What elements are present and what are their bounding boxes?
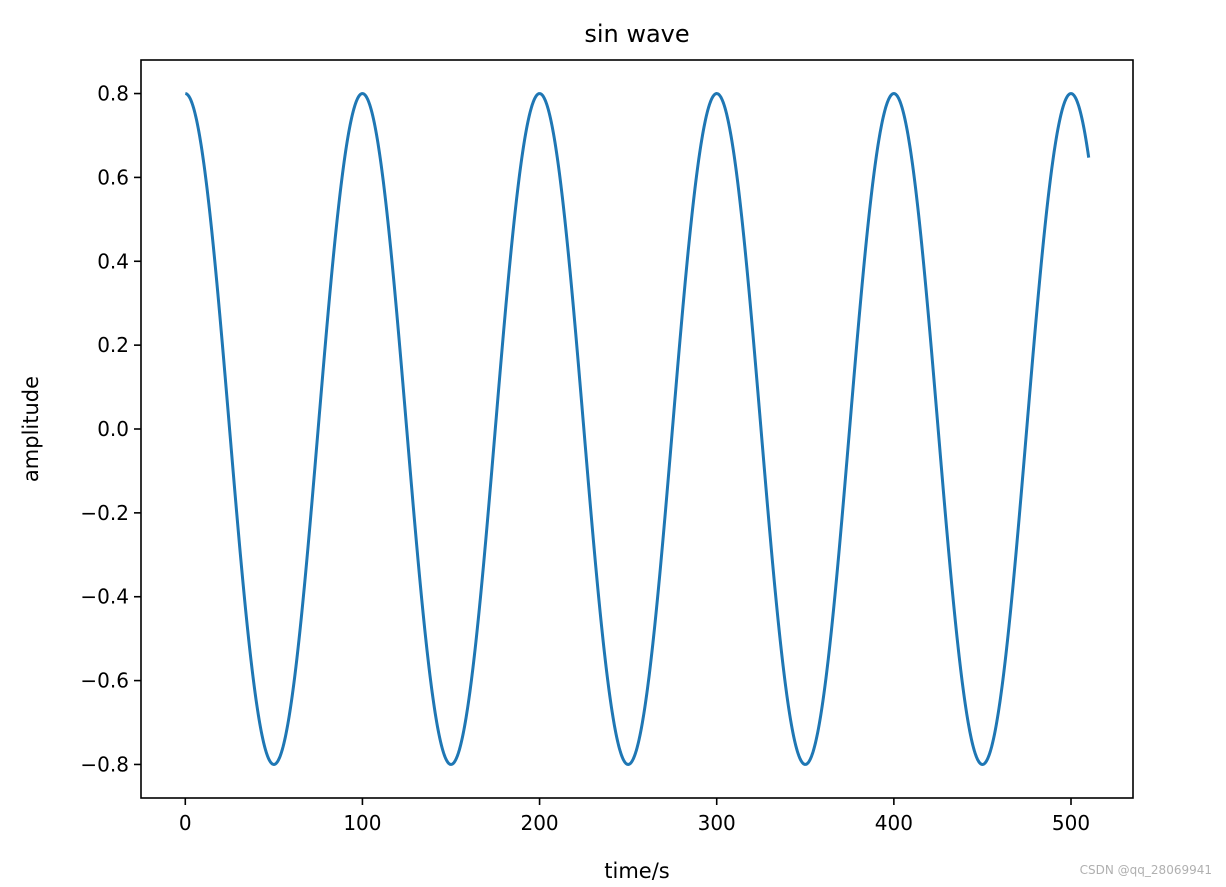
x-axis: 0 100 200 300 400 500 bbox=[179, 798, 1090, 835]
x-axis-label: time/s bbox=[604, 859, 669, 883]
x-tick-label: 500 bbox=[1052, 811, 1090, 835]
x-tick-label: 0 bbox=[179, 811, 192, 835]
watermark: CSDN @qq_28069941 bbox=[1079, 863, 1212, 877]
y-tick-label: −0.8 bbox=[80, 752, 129, 776]
y-tick-label: −0.4 bbox=[80, 585, 129, 609]
y-tick-label: −0.2 bbox=[80, 501, 129, 525]
x-tick-label: 100 bbox=[343, 811, 381, 835]
axes-frame bbox=[140, 59, 1134, 799]
series-line-0 bbox=[184, 92, 1091, 766]
y-axis-label: amplitude bbox=[19, 376, 43, 482]
y-tick-label: −0.6 bbox=[80, 669, 129, 693]
y-tick-label: 0.4 bbox=[97, 249, 129, 273]
y-tick-label: 0.6 bbox=[97, 165, 129, 189]
x-tick-label: 300 bbox=[698, 811, 736, 835]
chart-title: sin wave bbox=[584, 20, 689, 48]
y-tick-label: 0.0 bbox=[97, 417, 129, 441]
y-tick-label: 0.8 bbox=[97, 82, 129, 106]
y-tick-label: 0.2 bbox=[97, 333, 129, 357]
x-tick-label: 200 bbox=[520, 811, 558, 835]
x-tick-label: 400 bbox=[875, 811, 913, 835]
plot-area bbox=[184, 92, 1091, 766]
y-axis: −0.8 −0.6 −0.4 −0.2 0.0 0.2 0.4 0.6 0.8 bbox=[80, 82, 141, 776]
